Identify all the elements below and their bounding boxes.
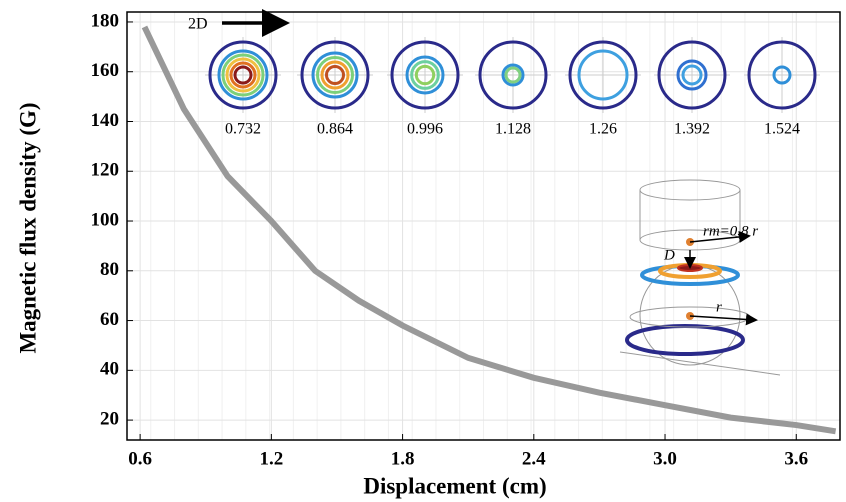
inset-label: 1.128 xyxy=(495,121,531,138)
annotation: rm=0.8 r xyxy=(703,223,758,239)
y-tick-label: 100 xyxy=(91,209,120,230)
y-axis-label: Magnetic flux density (G) xyxy=(15,102,40,353)
inset-label: 0.996 xyxy=(407,121,443,138)
annotation: D xyxy=(663,247,675,263)
ring xyxy=(627,326,743,354)
y-tick-label: 120 xyxy=(91,160,120,181)
y-tick-label: 60 xyxy=(100,309,119,330)
x-tick-label: 2.4 xyxy=(522,448,546,469)
x-tick-label: 0.6 xyxy=(128,448,152,469)
annotation: r xyxy=(716,299,722,315)
y-tick-label: 80 xyxy=(100,259,119,280)
y-tick-label: 20 xyxy=(100,408,119,429)
y-tick-label: 140 xyxy=(91,110,120,131)
x-axis-label: Displacement (cm) xyxy=(363,473,546,498)
inset-label: 0.732 xyxy=(225,121,261,138)
inset-label: 0.864 xyxy=(317,121,353,138)
x-tick-label: 1.2 xyxy=(259,448,283,469)
chart: Displacement (cm) Magnetic flux density … xyxy=(0,0,846,502)
inset-label: 1.392 xyxy=(674,121,710,138)
y-tick-label: 40 xyxy=(100,359,119,380)
inset-label: 1.524 xyxy=(764,121,800,138)
x-tick-label: 1.8 xyxy=(391,448,415,469)
inset-label: 1.26 xyxy=(589,121,617,138)
y-tick-label: 180 xyxy=(91,10,120,31)
schematic xyxy=(640,180,740,200)
y-tick-label: 160 xyxy=(91,60,120,81)
x-tick-label: 3.0 xyxy=(653,448,677,469)
x-tick-label: 3.6 xyxy=(784,448,808,469)
annotation: 2D xyxy=(188,16,208,33)
